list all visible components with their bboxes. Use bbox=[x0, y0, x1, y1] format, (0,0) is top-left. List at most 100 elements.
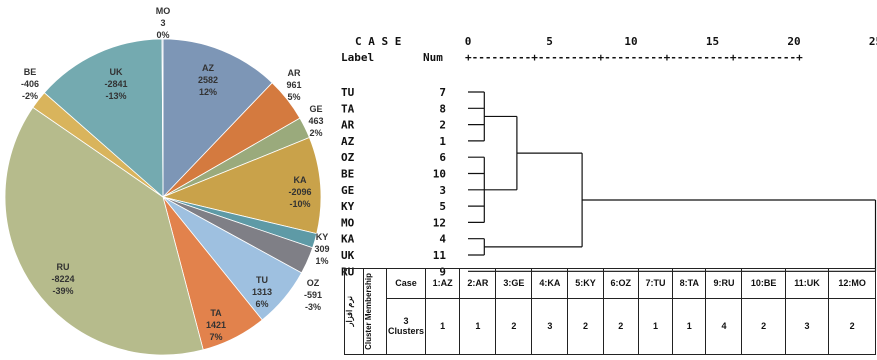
pie-label-tu-value: 1313 bbox=[252, 287, 272, 297]
pie-label-be-percent: -2% bbox=[22, 91, 38, 101]
pie-label-ru-percent: -39% bbox=[52, 286, 73, 296]
leaf-number: 4 bbox=[439, 233, 446, 246]
case-cell: 12:MO bbox=[828, 268, 876, 299]
case-cell: 5:KY bbox=[567, 268, 604, 299]
cluster-membership-table: نرم افزار Cluster Membership Case 1:AZ 2… bbox=[344, 268, 876, 356]
scale-tick-label: 5 bbox=[546, 35, 553, 48]
pie-label-ka-percent: -10% bbox=[289, 199, 310, 209]
leaf-label: TA bbox=[341, 102, 355, 115]
pie-label-ru-value: -8224 bbox=[51, 274, 74, 284]
cluster-cell: 3 bbox=[531, 297, 569, 356]
cluster-cell: 4 bbox=[705, 297, 743, 356]
pie-label-be-name: BE bbox=[24, 67, 37, 77]
case-cell: 8:TA bbox=[672, 268, 707, 299]
pie-label-ge-percent: 2% bbox=[309, 128, 322, 138]
pie-label-ar-name: AR bbox=[288, 68, 301, 78]
leaf-label: AR bbox=[341, 119, 355, 132]
pie-label-az-value: 2582 bbox=[198, 75, 218, 85]
cluster-cell: 2 bbox=[567, 297, 604, 356]
leaf-label: OZ bbox=[341, 151, 355, 164]
cluster-cell: 1 bbox=[637, 297, 674, 356]
pie-label-ru-name: RU bbox=[57, 262, 70, 272]
case-cell: 4:KA bbox=[531, 268, 569, 299]
cluster-cell: 1 bbox=[424, 297, 461, 356]
pie-label-uk-value: -2841 bbox=[104, 79, 127, 89]
pie-label-uk-name: UK bbox=[110, 67, 123, 77]
leaf-number: 10 bbox=[433, 168, 446, 181]
case-cell: 2:AR bbox=[459, 268, 497, 299]
dendrogram-case-header: C A S E bbox=[355, 35, 401, 48]
leaf-label: TU bbox=[341, 86, 355, 99]
leaf-number: 8 bbox=[439, 102, 446, 115]
pie-slice-uk bbox=[43, 38, 164, 198]
scale-tick-label: 25 bbox=[869, 35, 877, 48]
pie-label-ka-name: KA bbox=[294, 175, 307, 185]
leaf-number: 6 bbox=[439, 151, 446, 164]
pie-label-oz-name: OZ bbox=[307, 278, 320, 288]
pie-label-ar-percent: 5% bbox=[287, 92, 300, 102]
cluster-membership-cell: Cluster Membership bbox=[363, 268, 387, 355]
pie-label-ar-value: 961 bbox=[286, 80, 301, 90]
leaf-number: 11 bbox=[433, 249, 447, 262]
clusters-header: 3 Clusters bbox=[386, 297, 426, 356]
cluster-cell: 2 bbox=[741, 297, 786, 356]
scale-tick-label: 15 bbox=[706, 35, 719, 48]
dendrogram-label-header: Label bbox=[341, 51, 374, 64]
pie-label-az-percent: 12% bbox=[199, 87, 217, 97]
table-title: نرم افزار bbox=[345, 296, 354, 327]
pie-label-ka-value: -2096 bbox=[288, 187, 311, 197]
leaf-label: UK bbox=[341, 249, 355, 262]
leaf-label: KY bbox=[341, 200, 355, 213]
leaf-label: GE bbox=[341, 184, 354, 197]
scale-tick-label: 10 bbox=[624, 35, 637, 48]
leaf-number: 7 bbox=[439, 86, 446, 99]
case-cell: 7:TU bbox=[637, 268, 674, 299]
leaf-label: BE bbox=[341, 168, 354, 181]
case-cell: 3:GE bbox=[495, 268, 533, 299]
pie-label-ta-value: 1421 bbox=[206, 320, 226, 330]
pie-label-ky-percent: 1% bbox=[315, 256, 328, 266]
cluster-cell: 1 bbox=[459, 297, 497, 356]
leaf-label: KA bbox=[341, 233, 355, 246]
pie-label-ky-value: 309 bbox=[314, 244, 329, 254]
pie-slice-az bbox=[162, 38, 273, 198]
leaf-label: MO bbox=[341, 216, 355, 229]
pie-label-be-value: -406 bbox=[21, 79, 39, 89]
leaf-label: AZ bbox=[341, 135, 355, 148]
leaf-number: 12 bbox=[433, 216, 446, 229]
table-title-cell: نرم افزار bbox=[344, 268, 364, 355]
case-cell: 11:UK bbox=[784, 268, 830, 299]
leaf-number: 5 bbox=[439, 200, 446, 213]
pie-label-ta-name: TA bbox=[210, 308, 222, 318]
scale-tick-label: 0 bbox=[465, 35, 472, 48]
pie-label-ge-name: GE bbox=[309, 104, 322, 114]
pie-label-oz-value: -591 bbox=[304, 290, 322, 300]
case-cell: 6:OZ bbox=[602, 268, 639, 299]
cluster-cell: 2 bbox=[828, 297, 876, 356]
scale-tick-label: 20 bbox=[787, 35, 800, 48]
cluster-cell: 2 bbox=[602, 297, 639, 356]
cluster-cell: 3 bbox=[784, 297, 830, 356]
pie-label-uk-percent: -13% bbox=[105, 91, 126, 101]
case-cell: 1:AZ bbox=[424, 268, 461, 299]
pie-slice-ru bbox=[4, 106, 204, 356]
case-header: Case bbox=[386, 268, 426, 299]
dendrogram-num-header: Num bbox=[423, 51, 443, 64]
leaf-number: 2 bbox=[439, 119, 446, 132]
leaf-number: 1 bbox=[439, 135, 446, 148]
leaf-number: 3 bbox=[439, 184, 446, 197]
pie-slice-ka bbox=[161, 136, 322, 235]
pie-slice-mo bbox=[161, 38, 164, 198]
cluster-cell: 2 bbox=[495, 297, 533, 356]
pie-label-oz-percent: -3% bbox=[305, 302, 321, 312]
pie-label-ky-name: KY bbox=[316, 232, 329, 242]
pie-label-tu-name: TU bbox=[256, 275, 268, 285]
pie-label-ge-value: 463 bbox=[308, 116, 323, 126]
case-cell: 9:RU bbox=[705, 268, 743, 299]
pie-label-mo-value: 3 bbox=[160, 18, 165, 28]
pie-label-tu-percent: 6% bbox=[255, 299, 268, 309]
pie-label-az-name: AZ bbox=[202, 63, 214, 73]
cluster-membership-label: Cluster Membership bbox=[364, 273, 373, 350]
